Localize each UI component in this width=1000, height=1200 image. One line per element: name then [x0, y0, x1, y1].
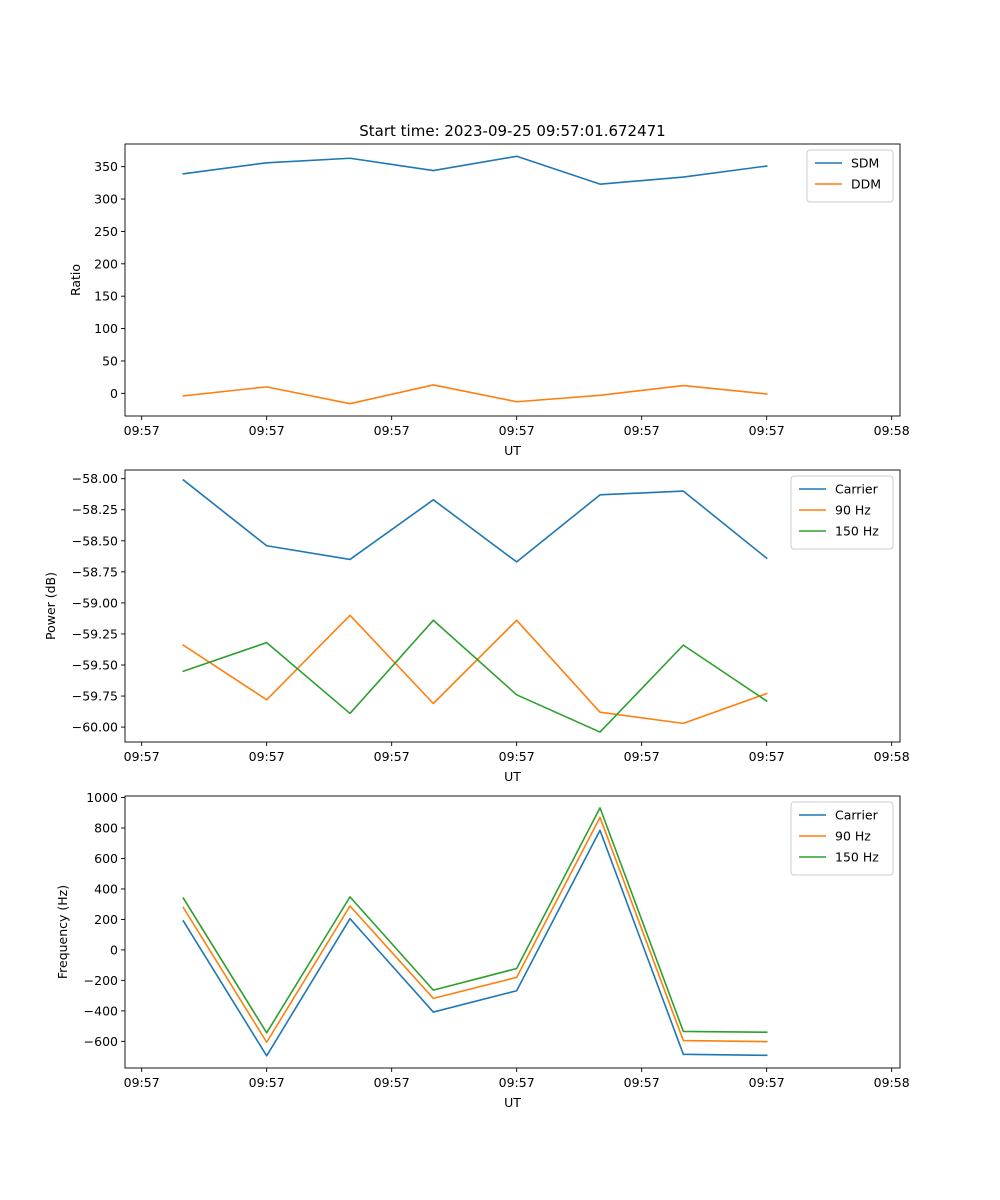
y-tick-label: 1000 [86, 790, 118, 805]
figure-title: Start time: 2023-09-25 09:57:01.672471 [359, 122, 665, 140]
x-tick-label: 09:58 [874, 749, 910, 764]
x-tick-label: 09:57 [624, 749, 660, 764]
y-tick-label: 250 [94, 224, 118, 239]
legend-label: DDM [851, 177, 881, 192]
x-tick-label: 09:57 [749, 749, 785, 764]
y-tick-label: 400 [94, 881, 118, 896]
x-tick-label: 09:57 [374, 1075, 410, 1090]
y-tick-label: −59.75 [72, 689, 118, 704]
x-tick-label: 09:58 [874, 1075, 910, 1090]
legend-label: 90 Hz [835, 503, 871, 518]
y-tick-label: 150 [94, 289, 118, 304]
y-tick-label: −600 [84, 1034, 118, 1049]
legend-label: Carrier [835, 482, 879, 497]
x-tick-label: 09:57 [124, 749, 160, 764]
x-tick-label: 09:57 [374, 749, 410, 764]
y-tick-label: −60.00 [72, 720, 118, 735]
x-tick-label: 09:57 [249, 749, 285, 764]
legend-label: 150 Hz [835, 850, 879, 865]
x-axis-label: UT [504, 1095, 521, 1110]
x-tick-label: 09:57 [249, 423, 285, 438]
series-line-carrier [182, 829, 768, 1057]
panel-power: −60.00 −59.75 −59.50 −59.25 −59.00 −58.75 −58.… [43, 469, 910, 784]
x-axis-label: UT [504, 769, 521, 784]
y-axis-label: Power (dB) [43, 572, 58, 640]
panel-frequency: −600 −400 −200 0 200 400 600 800 1000 09:57 09:57 0… [55, 790, 910, 1110]
x-tick-label: 09:57 [749, 423, 785, 438]
legend-label: Carrier [835, 808, 879, 823]
series-line-150-hz [182, 619, 768, 733]
x-tick-label: 09:57 [499, 1075, 535, 1090]
series-line-carrier [182, 478, 768, 563]
y-tick-label: −400 [84, 1003, 118, 1018]
x-tick-label: 09:57 [374, 423, 410, 438]
y-tick-label: 200 [94, 912, 118, 927]
x-axis-label: UT [504, 443, 521, 458]
y-tick-label: −58.00 [72, 471, 118, 486]
x-tick-label: 09:58 [874, 423, 910, 438]
y-tick-label: 300 [94, 192, 118, 207]
y-tick-label: 200 [94, 256, 118, 271]
x-tick-label: 09:57 [124, 1075, 160, 1090]
y-tick-label: −58.25 [72, 502, 118, 517]
y-tick-label: 0 [110, 386, 118, 401]
y-tick-label: 350 [94, 159, 118, 174]
y-tick-label: 800 [94, 821, 118, 836]
axes-frame [124, 795, 901, 1069]
x-tick-label: 09:57 [499, 423, 535, 438]
y-tick-label: −200 [84, 973, 118, 988]
series-line-150-hz [182, 807, 768, 1034]
panel-ratio: 0 50 100 150 200 250 300 350 09:57 09:57 09:57 09:5… [68, 143, 910, 458]
x-tick-label: 09:57 [624, 1075, 660, 1090]
x-tick-label: 09:57 [624, 423, 660, 438]
y-tick-label: −59.50 [72, 657, 118, 672]
x-tick-label: 09:57 [749, 1075, 785, 1090]
axes-frame [124, 469, 901, 743]
series-line-ddm [182, 384, 768, 405]
series-line-90-hz [182, 816, 768, 1044]
legend-label: 90 Hz [835, 829, 871, 844]
y-tick-label: 100 [94, 321, 118, 336]
y-tick-label: −58.50 [72, 533, 118, 548]
x-tick-label: 09:57 [124, 423, 160, 438]
y-tick-label: 50 [102, 353, 118, 368]
y-tick-label: 600 [94, 851, 118, 866]
y-tick-label: −59.00 [72, 595, 118, 610]
series-line-90-hz [182, 614, 768, 725]
x-tick-label: 09:57 [249, 1075, 285, 1090]
axes-frame [124, 143, 901, 417]
legend-label: 150 Hz [835, 524, 879, 539]
series-line-sdm [182, 155, 768, 185]
y-tick-label: 0 [110, 942, 118, 957]
y-tick-label: −59.25 [72, 626, 118, 641]
y-tick-label: −58.75 [72, 564, 118, 579]
y-axis-label: Frequency (Hz) [55, 885, 70, 979]
x-tick-label: 09:57 [499, 749, 535, 764]
legend-label: SDM [851, 156, 879, 171]
y-axis-label: Ratio [68, 264, 83, 296]
